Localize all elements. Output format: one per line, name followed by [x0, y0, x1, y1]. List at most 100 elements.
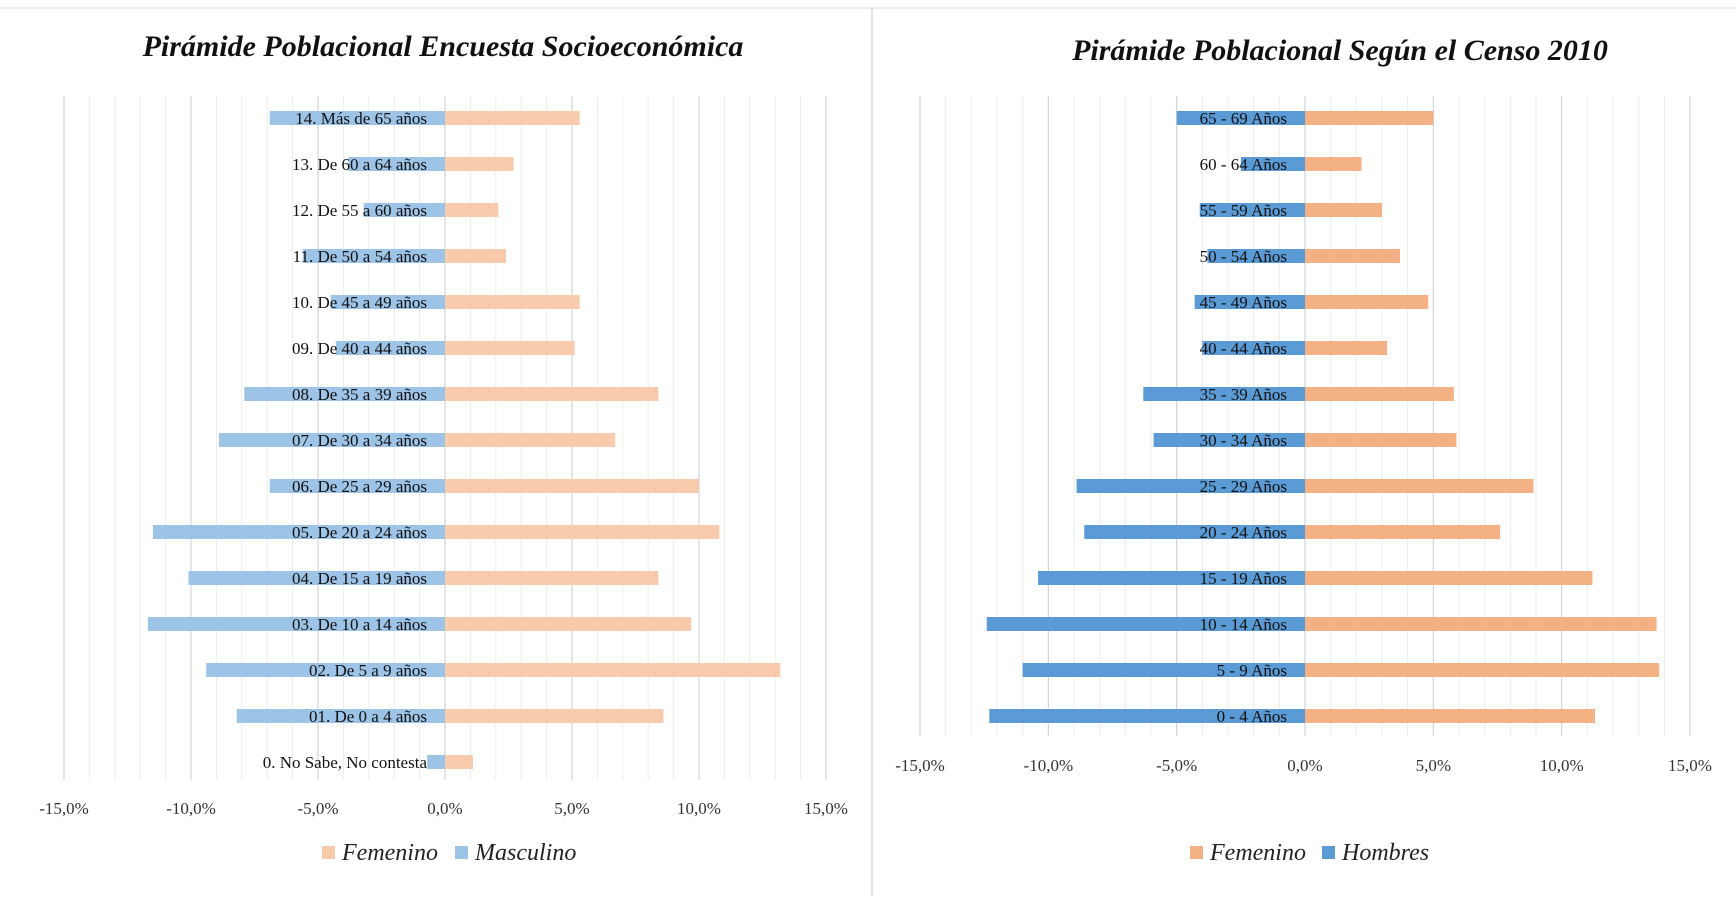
x-tick-label: 0,0%: [427, 799, 462, 818]
legend: Femenino Hombres: [1190, 840, 1429, 866]
bar-hombres: [1194, 295, 1305, 309]
bars: [986, 111, 1660, 723]
bar-hombres: [986, 617, 1305, 631]
category-label: 65 - 69 Años: [1200, 109, 1287, 128]
category-label: 03. De 10 a 14 años: [292, 615, 427, 634]
bar-masculino: [269, 479, 445, 493]
category-label: 5 - 9 Años: [1217, 661, 1287, 680]
bar-femenino: [445, 755, 473, 769]
legend-entry: Hombres: [1341, 840, 1429, 866]
x-tick-label: 10,0%: [677, 799, 721, 818]
legend-entry: Femenino: [1209, 840, 1306, 866]
bar-hombres: [1143, 387, 1305, 401]
x-tick-label: -5,0%: [1156, 756, 1197, 775]
x-tick-label: 15,0%: [1668, 756, 1712, 775]
x-tick-label: -5,0%: [297, 799, 338, 818]
bar-femenino: [445, 157, 514, 171]
bar-femenino: [1305, 709, 1596, 723]
category-label: 15 - 19 Años: [1200, 569, 1287, 588]
bar-hombres: [1038, 571, 1305, 585]
x-tick-label: -15,0%: [39, 799, 89, 818]
bar-femenino: [1305, 479, 1534, 493]
bar-femenino: [445, 203, 499, 217]
bar-hombres: [1084, 525, 1305, 539]
bar-femenino: [1305, 525, 1501, 539]
x-tick-label: 5,0%: [1416, 756, 1451, 775]
bar-masculino: [348, 157, 445, 171]
bar-hombres: [1199, 203, 1305, 217]
chart-encuesta: Pirámide Poblacional Encuesta Socioeconó…: [39, 30, 848, 866]
category-label: 60 - 64 Años: [1200, 155, 1287, 174]
bar-femenino: [445, 433, 616, 447]
bar-masculino: [335, 341, 445, 355]
category-label: 35 - 39 Años: [1200, 385, 1287, 404]
bar-femenino: [1305, 295, 1429, 309]
bar-hombres: [1022, 663, 1305, 677]
bar-masculino: [363, 203, 445, 217]
bar-femenino: [1305, 617, 1657, 631]
bar-hombres: [1076, 479, 1305, 493]
category-label: 55 - 59 Años: [1200, 201, 1287, 220]
bar-femenino: [1305, 387, 1454, 401]
bar-masculino: [269, 111, 445, 125]
legend-entry: Masculino: [474, 840, 576, 866]
category-label: 09. De 40 a 44 años: [292, 339, 427, 358]
legend-swatch: [1322, 846, 1335, 859]
bar-femenino: [1305, 249, 1400, 263]
x-tick-label: 10,0%: [1540, 756, 1584, 775]
category-label: 45 - 49 Años: [1200, 293, 1287, 312]
bar-femenino: [1305, 111, 1434, 125]
x-tick-label: 15,0%: [804, 799, 848, 818]
bar-masculino: [152, 525, 445, 539]
bar-masculino: [302, 249, 445, 263]
legend: Femenino Masculino: [322, 840, 576, 866]
bar-masculino: [244, 387, 445, 401]
category-label: 06. De 25 a 29 años: [292, 477, 427, 496]
chart-title: Pirámide Poblacional Según el Censo 2010: [1071, 34, 1608, 67]
category-label: 20 - 24 Años: [1200, 523, 1287, 542]
bar-femenino: [1305, 341, 1388, 355]
grid: [919, 96, 1691, 736]
bar-femenino: [445, 111, 580, 125]
bar-femenino: [1305, 203, 1382, 217]
bar-femenino: [445, 571, 659, 585]
bar-femenino: [445, 341, 575, 355]
category-label: 0. No Sabe, No contesta: [263, 753, 428, 772]
bar-femenino: [445, 709, 664, 723]
category-label: 13. De 60 a 64 años: [292, 155, 427, 174]
bar-hombres: [1207, 249, 1305, 263]
x-tick-label: -10,0%: [166, 799, 216, 818]
bar-masculino: [206, 663, 445, 677]
bar-femenino: [445, 525, 720, 539]
legend-swatch: [1190, 846, 1203, 859]
bar-femenino: [1305, 157, 1362, 171]
category-label: 14. Más de 65 años: [295, 109, 427, 128]
x-tick-label: -10,0%: [1024, 756, 1074, 775]
bar-femenino: [445, 295, 580, 309]
category-label: 10 - 14 Años: [1200, 615, 1287, 634]
category-labels: 0 - 4 Años 5 - 9 Años 10 - 14 Años 15 - 19 …: [1200, 109, 1287, 726]
bar-hombres: [1153, 433, 1305, 447]
legend-entry: Femenino: [341, 840, 438, 866]
x-axis-ticks: -15,0% -10,0% -5,0% 0,0% 5,0% 10,0% 15,0%: [39, 799, 848, 818]
x-tick-label: -15,0%: [895, 756, 945, 775]
bar-hombres: [989, 709, 1305, 723]
bar-femenino: [445, 249, 506, 263]
category-label: 0 - 4 Años: [1217, 707, 1287, 726]
category-label: 07. De 30 a 34 años: [292, 431, 427, 450]
bar-hombres: [1202, 341, 1305, 355]
bar-femenino: [445, 479, 699, 493]
legend-swatch: [455, 846, 468, 859]
bar-femenino: [445, 617, 692, 631]
x-tick-label: 0,0%: [1287, 756, 1322, 775]
bar-masculino: [236, 709, 445, 723]
category-label: 40 - 44 Años: [1200, 339, 1287, 358]
category-label: 10. De 45 a 49 años: [292, 293, 427, 312]
bar-masculino: [218, 433, 445, 447]
x-tick-label: 5,0%: [554, 799, 589, 818]
category-label: 08. De 35 a 39 años: [292, 385, 427, 404]
bar-hombres: [1176, 111, 1305, 125]
category-label: 04. De 15 a 19 años: [292, 569, 427, 588]
